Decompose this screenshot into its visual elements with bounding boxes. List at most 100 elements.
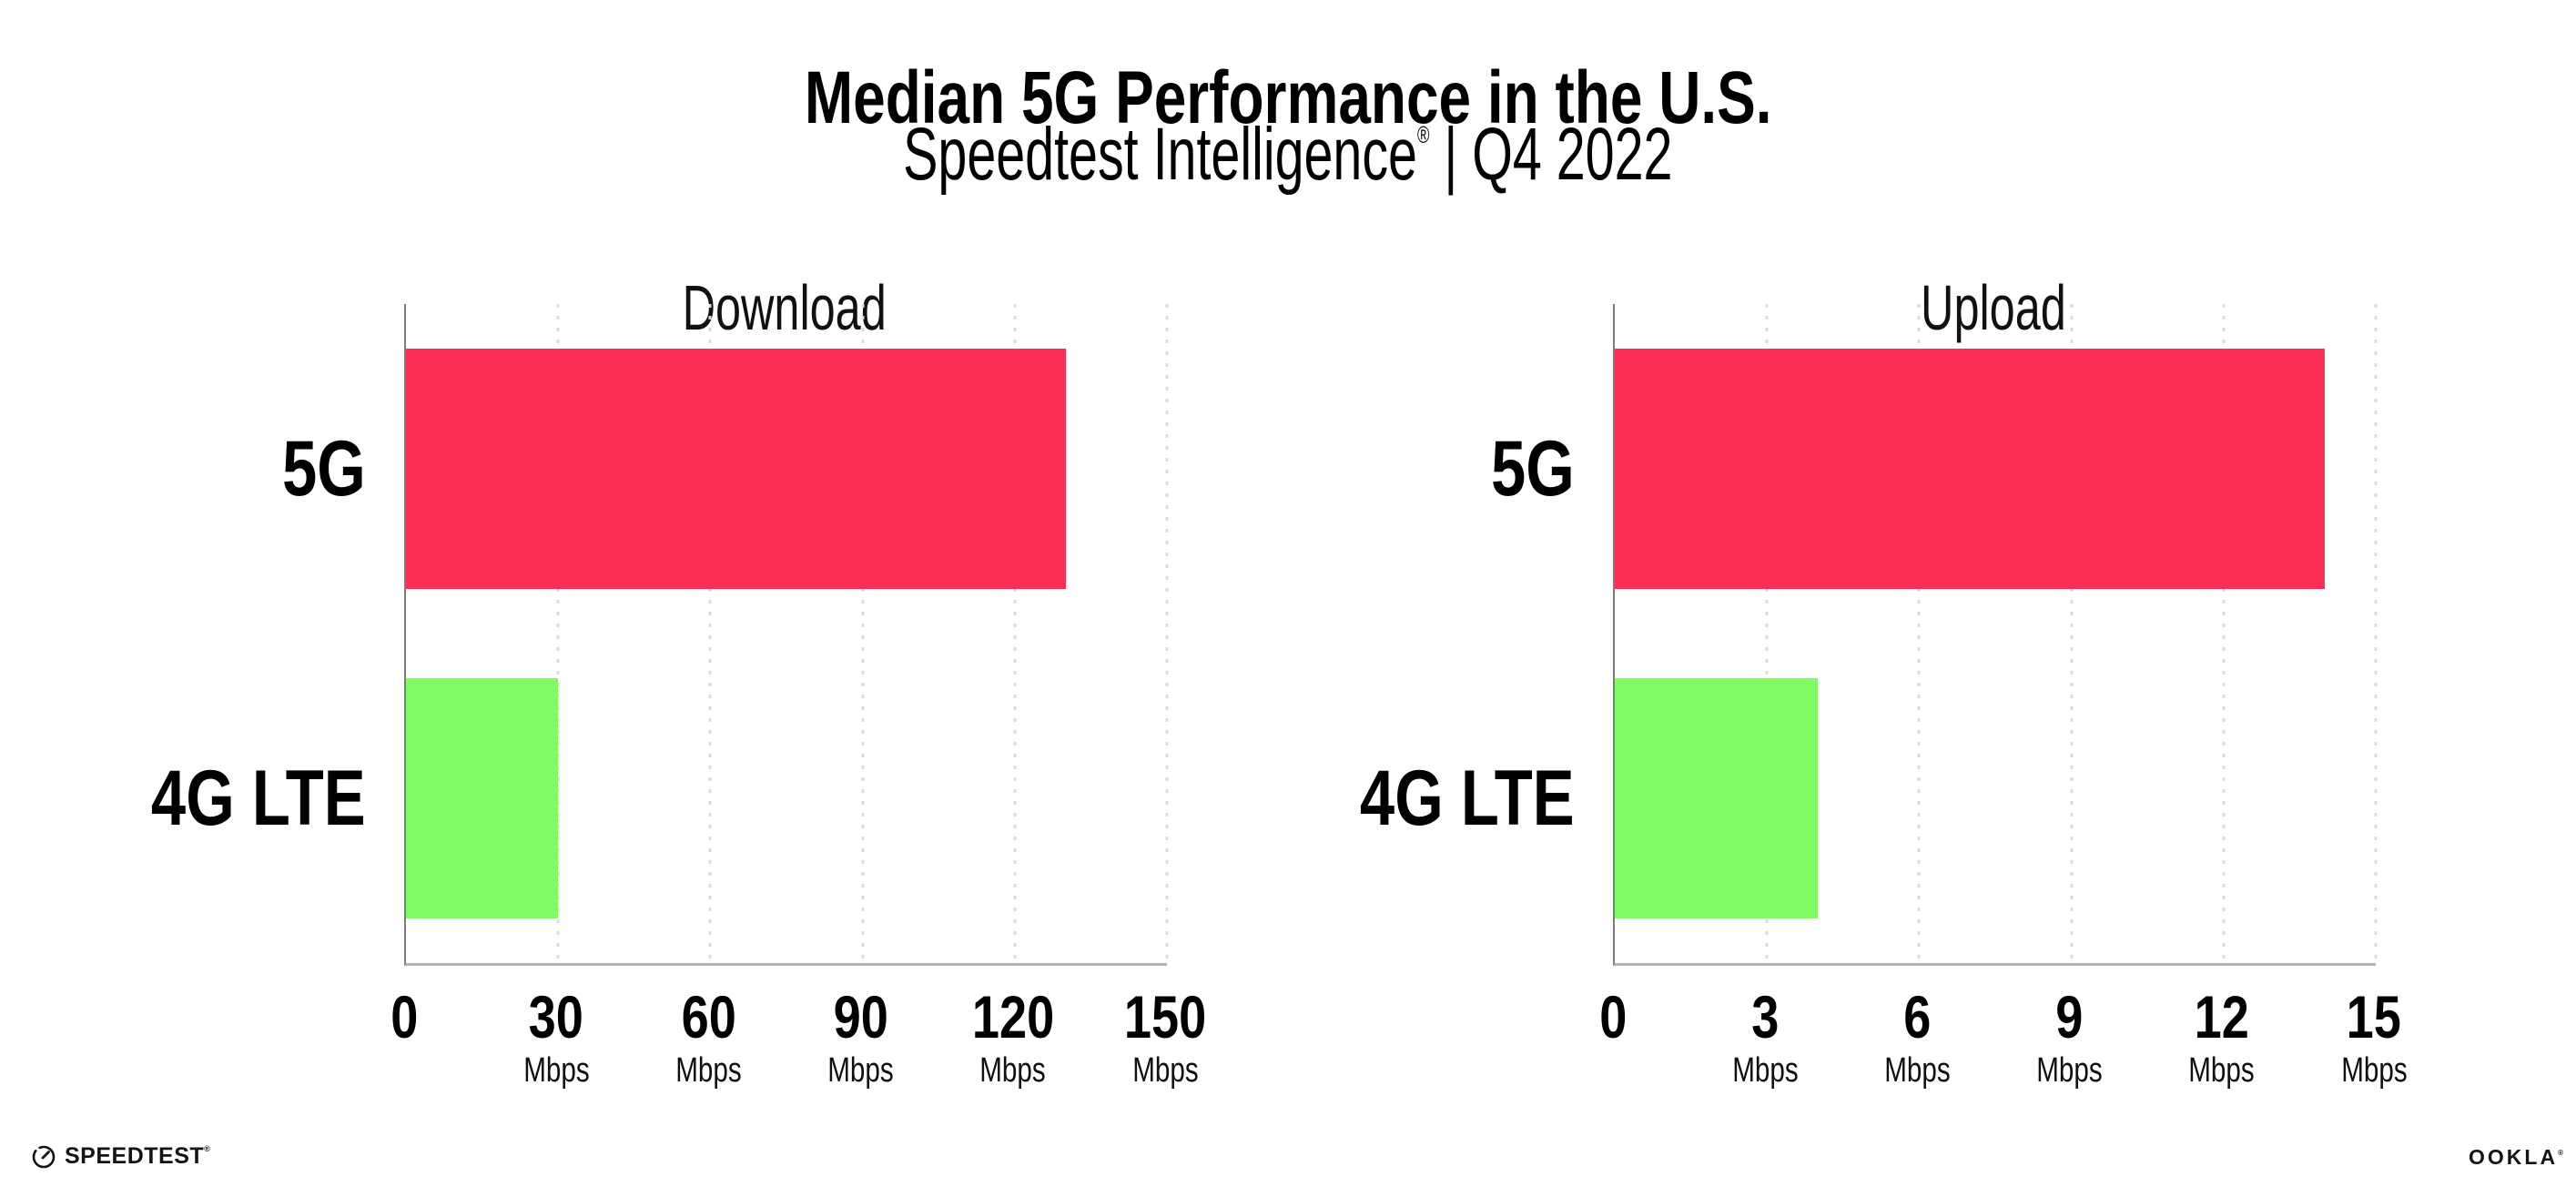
tick-9: 9 Mbps xyxy=(1933,963,2206,1089)
bar-5g xyxy=(406,349,1066,589)
gridline-60 xyxy=(708,304,712,964)
tick-0-value-text: 0 xyxy=(390,983,419,1050)
tick-3-value: 3 xyxy=(1628,987,1902,1047)
page-title: Median 5G Performance in the U.S. xyxy=(0,56,2576,141)
speedtest-gauge-icon xyxy=(31,1144,56,1170)
gridline-12 xyxy=(2222,304,2226,964)
gridline-150 xyxy=(1165,304,1169,964)
tick-9-value-text: 9 xyxy=(2055,983,2084,1050)
tick-60: 60 Mbps xyxy=(572,963,845,1089)
gridline-30 xyxy=(556,304,560,964)
tick-12-value: 12 xyxy=(2085,987,2358,1047)
tick-120-unit-text: Mbps xyxy=(979,1051,1047,1090)
tick-30-value: 30 xyxy=(420,987,693,1047)
tick-30-value-text: 30 xyxy=(529,983,584,1050)
page-subtitle: Speedtest Intelligence® | Q4 2022 xyxy=(0,91,2576,198)
row-label-4g-lte: 4G LTE xyxy=(1209,634,1575,963)
speedtest-logo: SPEEDTEST® xyxy=(31,1143,210,1170)
tick-90-unit-text: Mbps xyxy=(827,1051,894,1090)
speedtest-registered-mark-icon: ® xyxy=(204,1144,210,1153)
tick-60-value-text: 60 xyxy=(681,983,736,1050)
tick-6-value: 6 xyxy=(1780,987,2054,1047)
row-label-5g: 5G xyxy=(1209,304,1575,634)
tick-6-value-text: 6 xyxy=(1903,983,1932,1050)
tick-6-unit: Mbps xyxy=(1780,1052,2054,1089)
tick-15-value: 15 xyxy=(2237,987,2510,1047)
tick-9-unit-text: Mbps xyxy=(2036,1051,2103,1090)
gridline-120 xyxy=(1013,304,1017,964)
row-labels: 5G 4G LTE xyxy=(1209,304,1575,963)
tick-15-value-text: 15 xyxy=(2346,983,2402,1050)
tick-30: 30 Mbps xyxy=(420,963,693,1089)
tick-150-value-text: 150 xyxy=(1123,983,1207,1050)
tick-0: 0 xyxy=(1476,963,1749,1047)
chart-title-upload: Upload xyxy=(1613,271,2374,344)
tick-15-unit: Mbps xyxy=(2237,1052,2510,1089)
tick-60-unit: Mbps xyxy=(572,1052,845,1089)
tick-120-value: 120 xyxy=(877,987,1150,1047)
row-label-4g-lte-text: 4G LTE xyxy=(151,754,366,842)
tick-150-value: 150 xyxy=(1029,987,1302,1047)
row-label-4g-lte: 4G LTE xyxy=(0,634,366,963)
tick-6-unit-text: Mbps xyxy=(1884,1051,1951,1090)
chart-title-upload-text: Upload xyxy=(1921,272,2066,344)
gridline-90 xyxy=(861,304,865,964)
gridline-9 xyxy=(2070,304,2074,964)
tick-0-value: 0 xyxy=(1476,987,1749,1047)
tick-90-value-text: 90 xyxy=(833,983,888,1050)
tick-3-unit-text: Mbps xyxy=(1731,1051,1799,1090)
tick-60-value: 60 xyxy=(572,987,845,1047)
bar-5g xyxy=(1615,349,2326,589)
tick-90-unit: Mbps xyxy=(725,1052,998,1089)
subtitle-brand: Speedtest Intelligence xyxy=(903,113,1418,196)
tick-15: 15 Mbps xyxy=(2237,963,2510,1089)
tick-90: 90 Mbps xyxy=(725,963,998,1089)
row-label-5g-text: 5G xyxy=(282,424,366,512)
gridline-6 xyxy=(1917,304,1921,964)
axis-ticks: 0 30 Mbps 60 Mbps 90 Mbps 120 Mbps 150 Mbps xyxy=(390,963,1206,1100)
ookla-logo: OOKLA® xyxy=(2469,1145,2563,1170)
tick-30-unit-text: Mbps xyxy=(522,1051,590,1090)
row-labels: 5G 4G LTE xyxy=(0,304,366,963)
page-title-text: Median 5G Performance in the U.S. xyxy=(804,56,1772,139)
tick-12-value-text: 12 xyxy=(2194,983,2249,1050)
tick-9-unit: Mbps xyxy=(1933,1052,2206,1089)
tick-120-unit: Mbps xyxy=(877,1052,1150,1089)
tick-120: 120 Mbps xyxy=(877,963,1150,1089)
tick-3-value-text: 3 xyxy=(1751,983,1780,1050)
speedtest-wordmark: SPEEDTEST® xyxy=(65,1143,210,1170)
tick-12-unit-text: Mbps xyxy=(2188,1051,2256,1090)
tick-150: 150 Mbps xyxy=(1029,963,1302,1089)
chart-title-download: Download xyxy=(404,271,1165,344)
subtitle-period: | Q4 2022 xyxy=(1429,113,1673,196)
tick-12: 12 Mbps xyxy=(2085,963,2358,1089)
tick-6: 6 Mbps xyxy=(1780,963,2054,1089)
plot-area xyxy=(404,304,1169,966)
tick-0: 0 xyxy=(268,963,541,1047)
tick-90-value: 90 xyxy=(725,987,998,1047)
tick-12-unit: Mbps xyxy=(2085,1052,2358,1089)
tick-3: 3 Mbps xyxy=(1628,963,1902,1089)
tick-0-value-text: 0 xyxy=(1598,983,1628,1050)
tick-9-value: 9 xyxy=(1933,987,2206,1047)
tick-120-value-text: 120 xyxy=(971,983,1054,1050)
ookla-registered-mark-icon: ® xyxy=(2558,1149,2563,1157)
row-label-5g: 5G xyxy=(0,304,366,634)
page-subtitle-text: Speedtest Intelligence® | Q4 2022 xyxy=(903,91,1672,198)
tick-150-unit-text: Mbps xyxy=(1131,1051,1199,1090)
tick-0-value: 0 xyxy=(268,987,541,1047)
tick-150-unit: Mbps xyxy=(1029,1052,1302,1089)
plot-area xyxy=(1613,304,2378,966)
speedtest-label: SPEEDTEST xyxy=(65,1143,205,1169)
registered-mark-icon: ® xyxy=(1417,121,1430,148)
chart-title-download-text: Download xyxy=(682,272,887,344)
ookla-label: OOKLA xyxy=(2469,1145,2559,1169)
tick-3-unit: Mbps xyxy=(1628,1052,1902,1089)
tick-30-unit: Mbps xyxy=(420,1052,693,1089)
axis-ticks: 0 3 Mbps 6 Mbps 9 Mbps 12 Mbps 15 Mbps xyxy=(1599,963,2407,1100)
tick-60-unit-text: Mbps xyxy=(675,1051,742,1090)
gridline-15 xyxy=(2374,304,2378,964)
bar-4g-lte xyxy=(406,678,559,918)
row-label-5g-text: 5G xyxy=(1491,424,1575,512)
